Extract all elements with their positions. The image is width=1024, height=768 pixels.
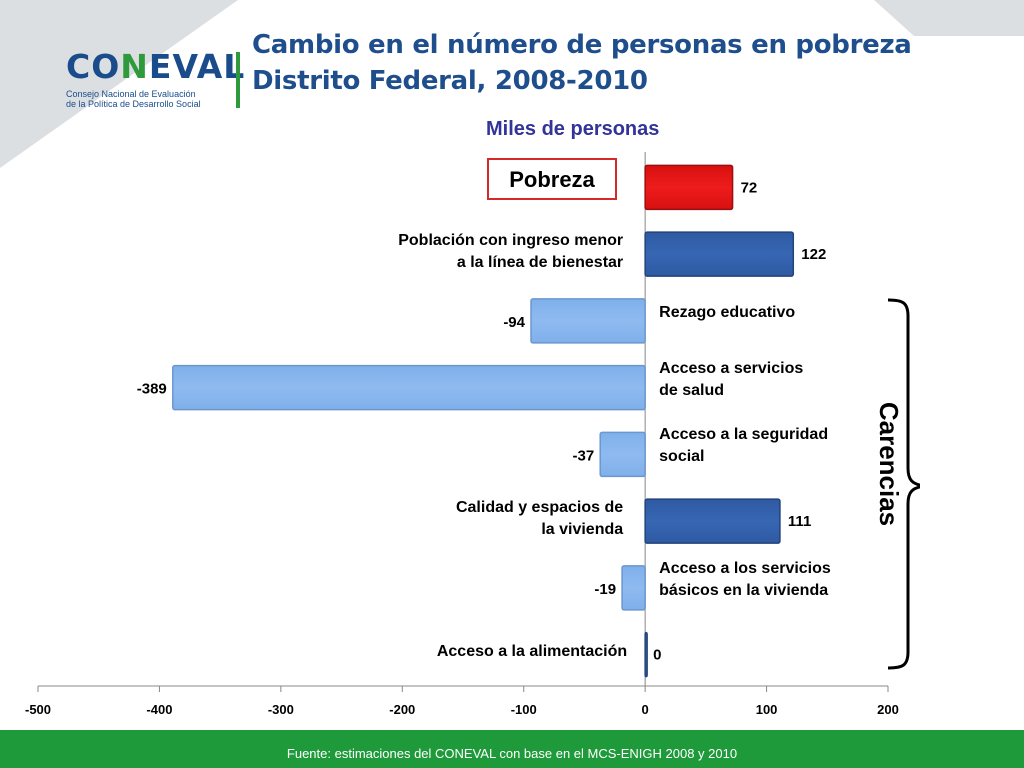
carencias-label: Carencias xyxy=(874,401,904,527)
bar xyxy=(644,164,734,211)
category-label: Acceso a servicios de salud xyxy=(659,359,804,399)
category-label: Rezago educativo xyxy=(659,303,796,321)
carencias-bracket xyxy=(887,298,920,670)
value-label: -37 xyxy=(573,447,595,464)
footer-bar xyxy=(0,730,1024,768)
corner-decoration-right xyxy=(874,0,1024,36)
logo-subtitle-line1: Consejo Nacional de Evaluación xyxy=(66,89,196,99)
category-label: Acceso a los servicios básicos en la viv… xyxy=(659,559,831,599)
value-label: 0 xyxy=(653,647,661,664)
corner-decoration-left xyxy=(0,0,238,168)
value-label: -19 xyxy=(594,581,616,598)
value-label: 122 xyxy=(801,246,826,263)
value-label: 72 xyxy=(741,179,758,196)
logo-divider xyxy=(236,52,240,108)
bar xyxy=(644,231,795,277)
value-label: 111 xyxy=(788,513,811,530)
category-label: Acceso a la alimentación xyxy=(436,642,628,660)
bar xyxy=(621,565,646,611)
category-label: Calidad y espacios de la vivienda xyxy=(455,499,624,539)
value-label: -389 xyxy=(137,381,167,398)
x-tick-label: 0 xyxy=(642,702,649,717)
coneval-logo: CONEVAL Consejo Nacional de Evaluación d… xyxy=(62,48,244,118)
source-note: Fuente: estimaciones del CONEVAL con bas… xyxy=(286,746,738,761)
pobreza-highlight-box: Pobreza xyxy=(487,158,617,200)
page-title-line1: Cambio en el número de personas en pobre… xyxy=(252,30,912,60)
bar xyxy=(644,631,648,678)
x-tick-label: -200 xyxy=(389,702,415,717)
logo-wordmark: CONEVAL xyxy=(66,47,246,86)
x-tick-label: -500 xyxy=(25,702,51,717)
category-label: Población con ingreso menor a la línea d… xyxy=(398,232,624,272)
logo-subtitle-line2: de la Política de Desarrollo Social xyxy=(66,99,201,109)
x-tick-label: -100 xyxy=(511,702,537,717)
value-label: -94 xyxy=(503,314,525,331)
bar xyxy=(172,364,646,411)
x-tick-label: -400 xyxy=(146,702,172,717)
bar xyxy=(644,498,781,544)
chart-subtitle: Miles de personas xyxy=(486,118,660,140)
bar-chart: -500 -400 -300 -200 -100 0 100 200 72 122 -94 -389 -… xyxy=(25,152,899,717)
x-tick-label: 200 xyxy=(877,702,899,717)
category-label: Acceso a la seguridad social xyxy=(659,426,829,466)
x-tick-label: 100 xyxy=(756,702,778,717)
bar xyxy=(530,298,646,344)
bar xyxy=(599,431,646,478)
x-tick-label: -300 xyxy=(268,702,294,717)
page-title-line2: Distrito Federal, 2008-2010 xyxy=(252,66,648,96)
